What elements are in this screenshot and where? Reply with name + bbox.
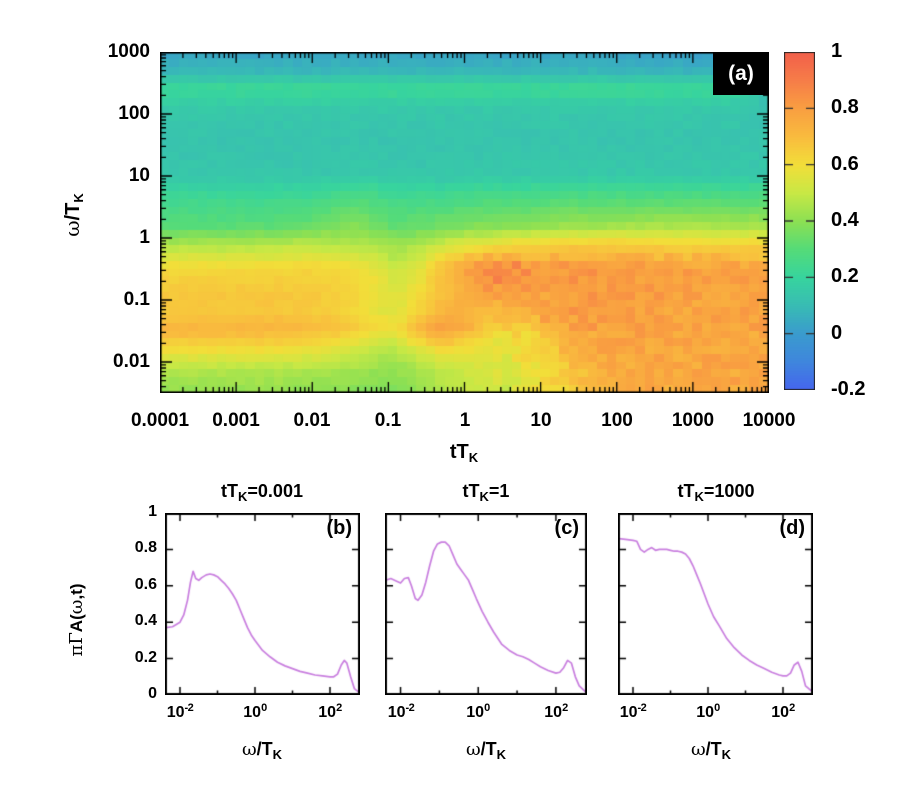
panel-c-title: tTK=1 xyxy=(462,481,510,504)
panel-y-tick-label: 0 xyxy=(148,685,157,702)
colorbar-canvas xyxy=(784,52,815,390)
panel-b-label: (b) xyxy=(326,517,352,539)
heatmap-x-tick-label: 100 xyxy=(601,410,633,431)
colorbar-tick-label: 0.2 xyxy=(831,265,859,287)
panel-b-y-axis-title: πΓA(ω,t) xyxy=(66,583,87,657)
panel-y-tick-label: 0.2 xyxy=(134,649,157,666)
colorbar-tick-label: 0.8 xyxy=(831,96,859,118)
heatmap-x-tick-label: 10000 xyxy=(742,410,796,431)
panel-x-tick-label: 102 xyxy=(318,702,342,721)
omega-symbol: ω xyxy=(66,599,87,615)
panel-c-canvas xyxy=(385,513,587,695)
panel-x-tick-label: 100 xyxy=(243,702,267,721)
panel-x-tick-label: 102 xyxy=(771,702,795,721)
panel-x-tick-label: 100 xyxy=(466,702,490,721)
colorbar-tick-label: 0 xyxy=(831,322,843,344)
panel-y-tick-label: 0.6 xyxy=(134,576,157,593)
panel-a-badge: (a) xyxy=(713,52,769,95)
heatmap-x-tick-label: 0.01 xyxy=(293,410,331,431)
panel-y-tick-label: 1 xyxy=(148,503,157,520)
heatmap-canvas xyxy=(160,52,769,393)
heatmap-x-tick-label: 1 xyxy=(459,410,471,431)
panel-x-tick-label: 10-2 xyxy=(619,702,647,721)
panel-b-x-axis-title: ω/TK xyxy=(241,739,283,762)
panel-c-x-axis-title: ω/TK xyxy=(465,739,507,762)
heatmap-x-tick-label: 10 xyxy=(530,410,552,431)
heatmap-x-tick-label: 0.001 xyxy=(212,410,260,431)
heatmap-x-axis-title: tTK xyxy=(449,441,479,465)
panel-d-x-axis-title: ω/TK xyxy=(690,739,732,762)
heatmap-y-tick-label: 100 xyxy=(118,103,150,124)
panel-b-title: tTK=0.001 xyxy=(221,481,303,504)
heatmap-y-axis-title: ω/TK xyxy=(60,193,86,237)
panel-x-tick-label: 102 xyxy=(544,702,568,721)
colorbar-tick-label: -0.2 xyxy=(831,378,866,400)
panel-x-tick-label: 100 xyxy=(696,702,720,721)
heatmap-y-tick-label: 10 xyxy=(128,165,150,186)
heatmap-y-tick-label: 0.1 xyxy=(123,289,150,310)
colorbar-tick-label: 1 xyxy=(831,40,843,62)
panel-x-tick-label: 10-2 xyxy=(166,702,194,721)
heatmap-y-tick-label: 1 xyxy=(139,227,150,248)
colorbar-tick-label: 0.6 xyxy=(831,153,859,175)
heatmap-y-tick-label: 0.01 xyxy=(113,351,150,372)
panel-d-title: tTK=1000 xyxy=(677,481,755,504)
heatmap-x-tick-label: 0.1 xyxy=(374,410,402,431)
panel-c-label: (c) xyxy=(554,517,579,539)
heatmap-y-tick-label: 1000 xyxy=(107,41,150,62)
heatmap-x-tick-label: 1000 xyxy=(671,410,715,431)
panel-d-label: (d) xyxy=(779,517,805,539)
heatmap-x-tick-label: 0.0001 xyxy=(130,410,190,431)
panel-a-label: (a) xyxy=(728,62,754,85)
panel-y-tick-label: 0.8 xyxy=(134,539,157,556)
panel-y-tick-label: 0.4 xyxy=(134,612,157,629)
omega-symbol: ω xyxy=(60,220,84,237)
colorbar-tick-label: 0.4 xyxy=(831,209,859,231)
panel-x-tick-label: 10-2 xyxy=(387,702,415,721)
panel-d-canvas xyxy=(618,513,813,695)
panel-b-canvas xyxy=(165,513,360,695)
